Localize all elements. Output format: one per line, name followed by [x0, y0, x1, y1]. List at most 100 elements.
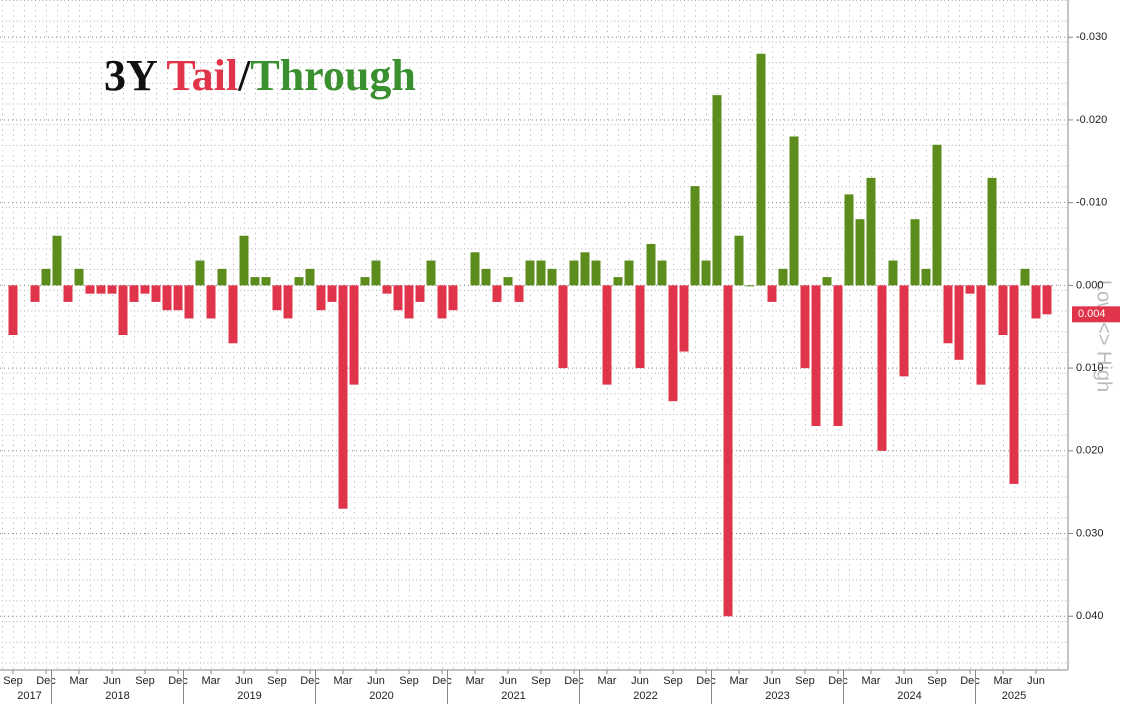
bar — [998, 285, 1008, 335]
bar — [921, 268, 931, 286]
x-tick-label: Dec — [696, 675, 716, 687]
bar — [184, 285, 194, 319]
bar — [206, 285, 216, 319]
chart-title: 3Y Tail/Through — [104, 51, 416, 100]
bar — [52, 235, 62, 286]
title-part: 3Y — [104, 51, 166, 100]
x-tick-label: Jun — [499, 675, 517, 687]
dotted-background — [0, 0, 1068, 670]
bar — [789, 136, 799, 286]
bar — [778, 268, 788, 286]
bar — [690, 186, 700, 286]
bar — [96, 285, 106, 294]
title-part: Through — [250, 51, 416, 100]
bar — [8, 285, 18, 335]
x-tick-label: Jun — [763, 675, 781, 687]
bar — [195, 260, 205, 286]
year-label: 2025 — [1002, 690, 1026, 702]
bar — [129, 285, 139, 302]
bar — [679, 285, 689, 352]
bar — [525, 260, 535, 286]
y-axis-label: Low <> High — [1093, 280, 1115, 392]
x-tick-label: Mar — [466, 675, 485, 687]
x-tick-label: Sep — [927, 675, 947, 687]
bar — [657, 260, 667, 286]
bar — [965, 285, 975, 294]
bar — [107, 285, 117, 294]
y-tick-label: -0.030 — [1076, 31, 1107, 43]
bar — [833, 285, 843, 426]
bar — [767, 285, 777, 302]
bar — [360, 277, 370, 286]
bar — [294, 277, 304, 286]
x-tick-label: Sep — [531, 675, 551, 687]
bar — [250, 277, 260, 286]
bar — [976, 285, 986, 385]
year-label: 2022 — [633, 690, 657, 702]
bar — [877, 285, 887, 451]
bar — [162, 285, 172, 311]
bar — [118, 285, 128, 335]
bar — [217, 268, 227, 286]
bar — [899, 285, 909, 377]
x-tick-label: Sep — [795, 675, 815, 687]
bar — [591, 260, 601, 286]
title-part: Tail — [166, 51, 238, 100]
bar — [1009, 285, 1019, 484]
bar — [943, 285, 953, 344]
bar — [415, 285, 425, 302]
bar — [811, 285, 821, 426]
bar — [756, 53, 766, 286]
bar — [635, 285, 645, 369]
x-tick-label: Jun — [367, 675, 385, 687]
bar — [316, 285, 326, 311]
bar — [85, 285, 95, 294]
x-tick-label: Dec — [828, 675, 848, 687]
bar — [613, 277, 623, 286]
bar — [305, 268, 315, 286]
y-tick-label: 0.040 — [1076, 610, 1104, 622]
value-label-box — [1072, 306, 1120, 323]
bar — [140, 285, 150, 294]
x-tick-label: Dec — [960, 675, 980, 687]
year-label: 2020 — [369, 690, 393, 702]
y-tick-label: -0.010 — [1076, 197, 1107, 209]
bar — [888, 260, 898, 286]
bar — [844, 194, 854, 286]
year-label: 2018 — [105, 690, 129, 702]
bar — [393, 285, 403, 311]
bar — [866, 177, 876, 286]
y-tick-label: 0.000 — [1076, 279, 1104, 291]
x-tick-label: Jun — [631, 675, 649, 687]
x-tick-label: Dec — [564, 675, 584, 687]
bar — [954, 285, 964, 360]
year-label: 2017 — [17, 690, 41, 702]
bar — [74, 268, 84, 286]
bar — [426, 260, 436, 286]
bar — [470, 252, 480, 286]
bar — [437, 285, 447, 319]
x-tick-label: Sep — [399, 675, 419, 687]
year-label: 2019 — [237, 690, 261, 702]
bar — [41, 268, 51, 286]
bar — [910, 219, 920, 286]
y-tick-label: 0.020 — [1076, 445, 1104, 457]
x-tick-label: Sep — [135, 675, 155, 687]
bar — [558, 285, 568, 369]
y-tick-label: 0.030 — [1076, 527, 1104, 539]
bar — [932, 144, 942, 286]
bar — [492, 285, 502, 302]
bar — [723, 285, 733, 617]
bar — [1020, 268, 1030, 286]
bar — [239, 235, 249, 286]
bar — [503, 277, 513, 286]
x-tick-label: Jun — [1027, 675, 1045, 687]
bar — [701, 260, 711, 286]
x-tick-label: Jun — [895, 675, 913, 687]
year-label: 2024 — [897, 690, 921, 702]
bar — [580, 252, 590, 286]
x-tick-label: Dec — [300, 675, 320, 687]
bar — [800, 285, 810, 369]
bar — [734, 235, 744, 286]
